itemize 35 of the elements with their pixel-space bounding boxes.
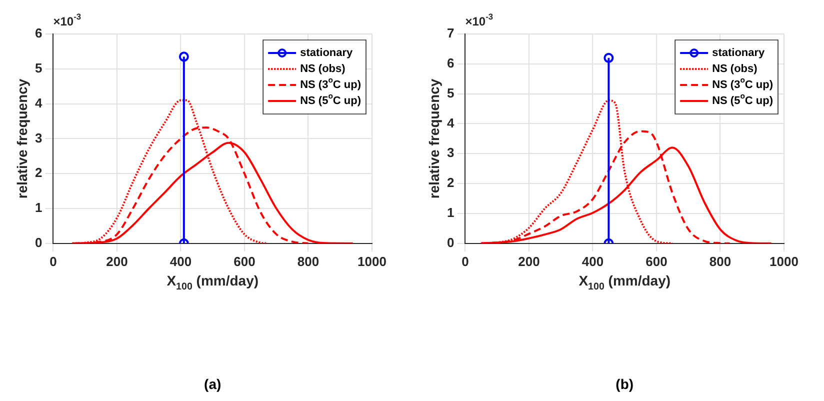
x-tick-label: 800 xyxy=(709,254,732,269)
x-tick-label: 1000 xyxy=(770,254,798,269)
y-tick-label: 2 xyxy=(446,175,454,190)
legend-label: NS (obs) xyxy=(300,63,346,76)
x-tick-label: 600 xyxy=(646,254,668,269)
text: (a) xyxy=(204,376,222,392)
y-tick-label: 2 xyxy=(34,165,42,180)
x-tick-label: 200 xyxy=(518,254,540,269)
y-tick-label: 3 xyxy=(34,130,42,146)
legend-label: stationary xyxy=(712,47,766,60)
legend-label: stationary xyxy=(300,47,354,60)
y-axis-title: relative frequency xyxy=(14,78,30,199)
legend-label: NS (obs) xyxy=(712,63,758,76)
y-tick-label: 4 xyxy=(34,95,43,110)
y-tick-label: 6 xyxy=(446,55,454,70)
x-tick-label: 400 xyxy=(170,254,192,269)
y-tick-label: 0 xyxy=(446,234,454,250)
y-axis-title: relative frequency xyxy=(426,78,442,199)
y-tick-label: 1 xyxy=(34,200,42,216)
y-tick-label: 5 xyxy=(446,85,454,100)
x-tick-label: 200 xyxy=(106,254,128,269)
x-tick-label: 600 xyxy=(234,254,256,269)
x-tick-label: 800 xyxy=(297,254,320,269)
y-tick-label: 6 xyxy=(34,26,42,41)
y-tick-label: 4 xyxy=(446,115,455,130)
y-tick-label: 5 xyxy=(34,60,42,76)
x-tick-label: 1000 xyxy=(358,254,386,269)
x-tick-label: 0 xyxy=(462,254,469,269)
x-tick-label: 400 xyxy=(582,254,604,269)
text: (b) xyxy=(616,376,634,392)
y-tick-label: 7 xyxy=(446,26,454,41)
x-tick-label: 0 xyxy=(50,254,57,269)
y-tick-label: 0 xyxy=(34,234,42,250)
y-tick-label: 3 xyxy=(446,145,454,160)
y-tick-label: 1 xyxy=(446,205,454,220)
